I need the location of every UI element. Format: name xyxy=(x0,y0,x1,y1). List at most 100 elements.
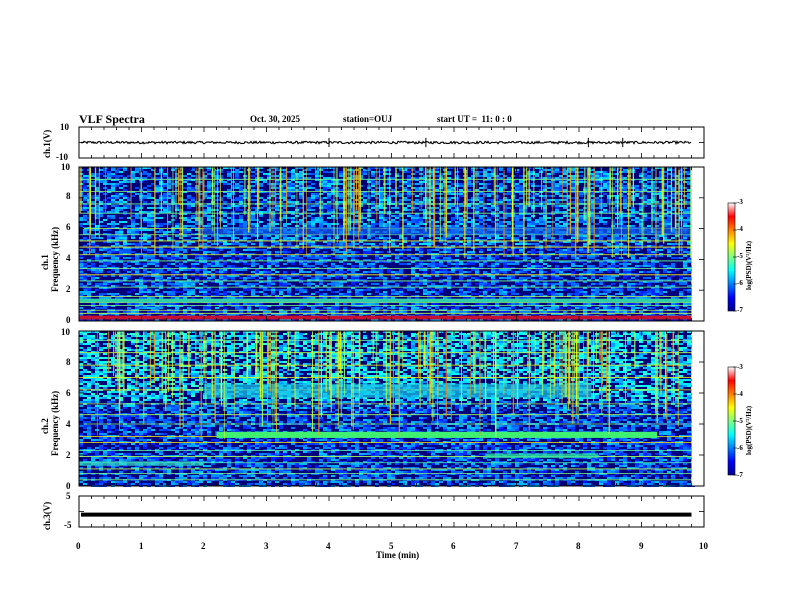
psd-cell xyxy=(515,223,519,225)
psd-cell xyxy=(283,189,287,191)
psd-cell xyxy=(387,251,391,253)
psd-cell xyxy=(147,249,151,251)
psd-cell xyxy=(131,177,135,179)
psd-cell xyxy=(283,257,287,259)
psd-cell xyxy=(151,305,155,307)
psd-cell xyxy=(195,187,199,189)
psd-cell xyxy=(271,301,275,303)
psd-cell xyxy=(403,181,407,183)
psd-cell xyxy=(227,253,231,255)
psd-cell xyxy=(99,237,103,239)
psd-cell xyxy=(519,257,523,259)
psd-cell xyxy=(279,285,283,287)
psd-cell xyxy=(79,219,83,221)
psd-cell xyxy=(247,209,251,211)
psd-cell xyxy=(479,257,483,259)
psd-cell xyxy=(387,173,391,175)
psd-cell xyxy=(403,249,407,251)
psd-cell xyxy=(455,237,459,239)
psd-cell xyxy=(79,249,83,251)
psd-cell xyxy=(479,263,483,265)
psd-cell xyxy=(399,271,403,273)
psd-cell xyxy=(455,319,459,321)
psd-cell xyxy=(491,265,495,267)
psd-cell xyxy=(531,281,535,283)
psd-cell xyxy=(499,183,503,185)
psd-cell xyxy=(363,273,367,275)
psd-cell xyxy=(327,289,331,291)
psd-cell xyxy=(495,195,499,197)
psd-cell xyxy=(367,243,371,245)
psd-cell xyxy=(447,251,451,253)
psd-cell xyxy=(495,289,499,291)
psd-cell xyxy=(151,271,155,273)
psd-cell xyxy=(379,225,383,227)
psd-cell xyxy=(439,233,443,235)
psd-cell xyxy=(523,253,527,255)
psd-cell xyxy=(383,169,387,171)
psd-cell xyxy=(111,195,115,197)
psd-cell xyxy=(115,185,119,187)
psd-cell xyxy=(255,167,259,169)
psd-cell xyxy=(383,257,387,259)
psd-cell xyxy=(143,269,147,271)
psd-cell xyxy=(247,181,251,183)
psd-cell xyxy=(295,235,299,237)
psd-cell xyxy=(419,167,423,169)
psd-cell xyxy=(279,177,283,179)
psd-cell xyxy=(191,215,195,217)
psd-cell xyxy=(527,285,531,287)
psd-cell xyxy=(247,311,251,313)
psd-cell xyxy=(243,277,247,279)
psd-cell xyxy=(175,249,179,251)
psd-cell xyxy=(87,311,91,313)
psd-cell xyxy=(127,217,131,219)
psd-cell xyxy=(479,183,483,185)
psd-cell xyxy=(331,257,335,259)
psd-cell xyxy=(247,305,251,307)
psd-cell xyxy=(219,235,223,237)
psd-cell xyxy=(115,259,119,261)
psd-cell xyxy=(351,303,355,305)
psd-cell xyxy=(327,259,331,261)
psd-cell xyxy=(495,257,499,259)
psd-cell xyxy=(287,237,291,239)
psd-cell xyxy=(347,181,351,183)
psd-cell xyxy=(123,247,127,249)
psd-cell xyxy=(451,269,455,271)
psd-cell xyxy=(331,309,335,311)
psd-cell xyxy=(519,217,523,219)
psd-cell xyxy=(523,217,527,219)
psd-cell xyxy=(147,237,151,239)
psd-cell xyxy=(95,307,99,309)
psd-cell xyxy=(87,193,91,195)
psd-cell xyxy=(139,287,143,289)
psd-cell xyxy=(467,177,471,179)
psd-cell xyxy=(227,195,231,197)
psd-cell xyxy=(383,255,387,257)
psd-cell xyxy=(295,307,299,309)
psd-cell xyxy=(403,287,407,289)
psd-cell xyxy=(191,297,195,299)
psd-cell xyxy=(143,253,147,255)
psd-cell xyxy=(251,233,255,235)
psd-cell xyxy=(131,229,135,231)
psd-cell xyxy=(319,201,323,203)
psd-cell xyxy=(91,183,95,185)
psd-cell xyxy=(427,265,431,267)
psd-cell xyxy=(335,187,339,189)
psd-cell xyxy=(319,293,323,295)
psd-cell xyxy=(87,295,91,297)
psd-cell xyxy=(251,315,255,317)
psd-cell xyxy=(419,217,423,219)
psd-cell xyxy=(167,299,171,301)
psd-cell xyxy=(103,299,107,301)
psd-cell xyxy=(499,309,503,311)
psd-cell xyxy=(315,311,319,313)
psd-cell xyxy=(527,263,531,265)
psd-cell xyxy=(423,299,427,301)
cb1-tick: -4 xyxy=(737,225,743,233)
psd-cell xyxy=(115,233,119,235)
psd-cell xyxy=(207,279,211,281)
psd-cell xyxy=(327,191,331,193)
